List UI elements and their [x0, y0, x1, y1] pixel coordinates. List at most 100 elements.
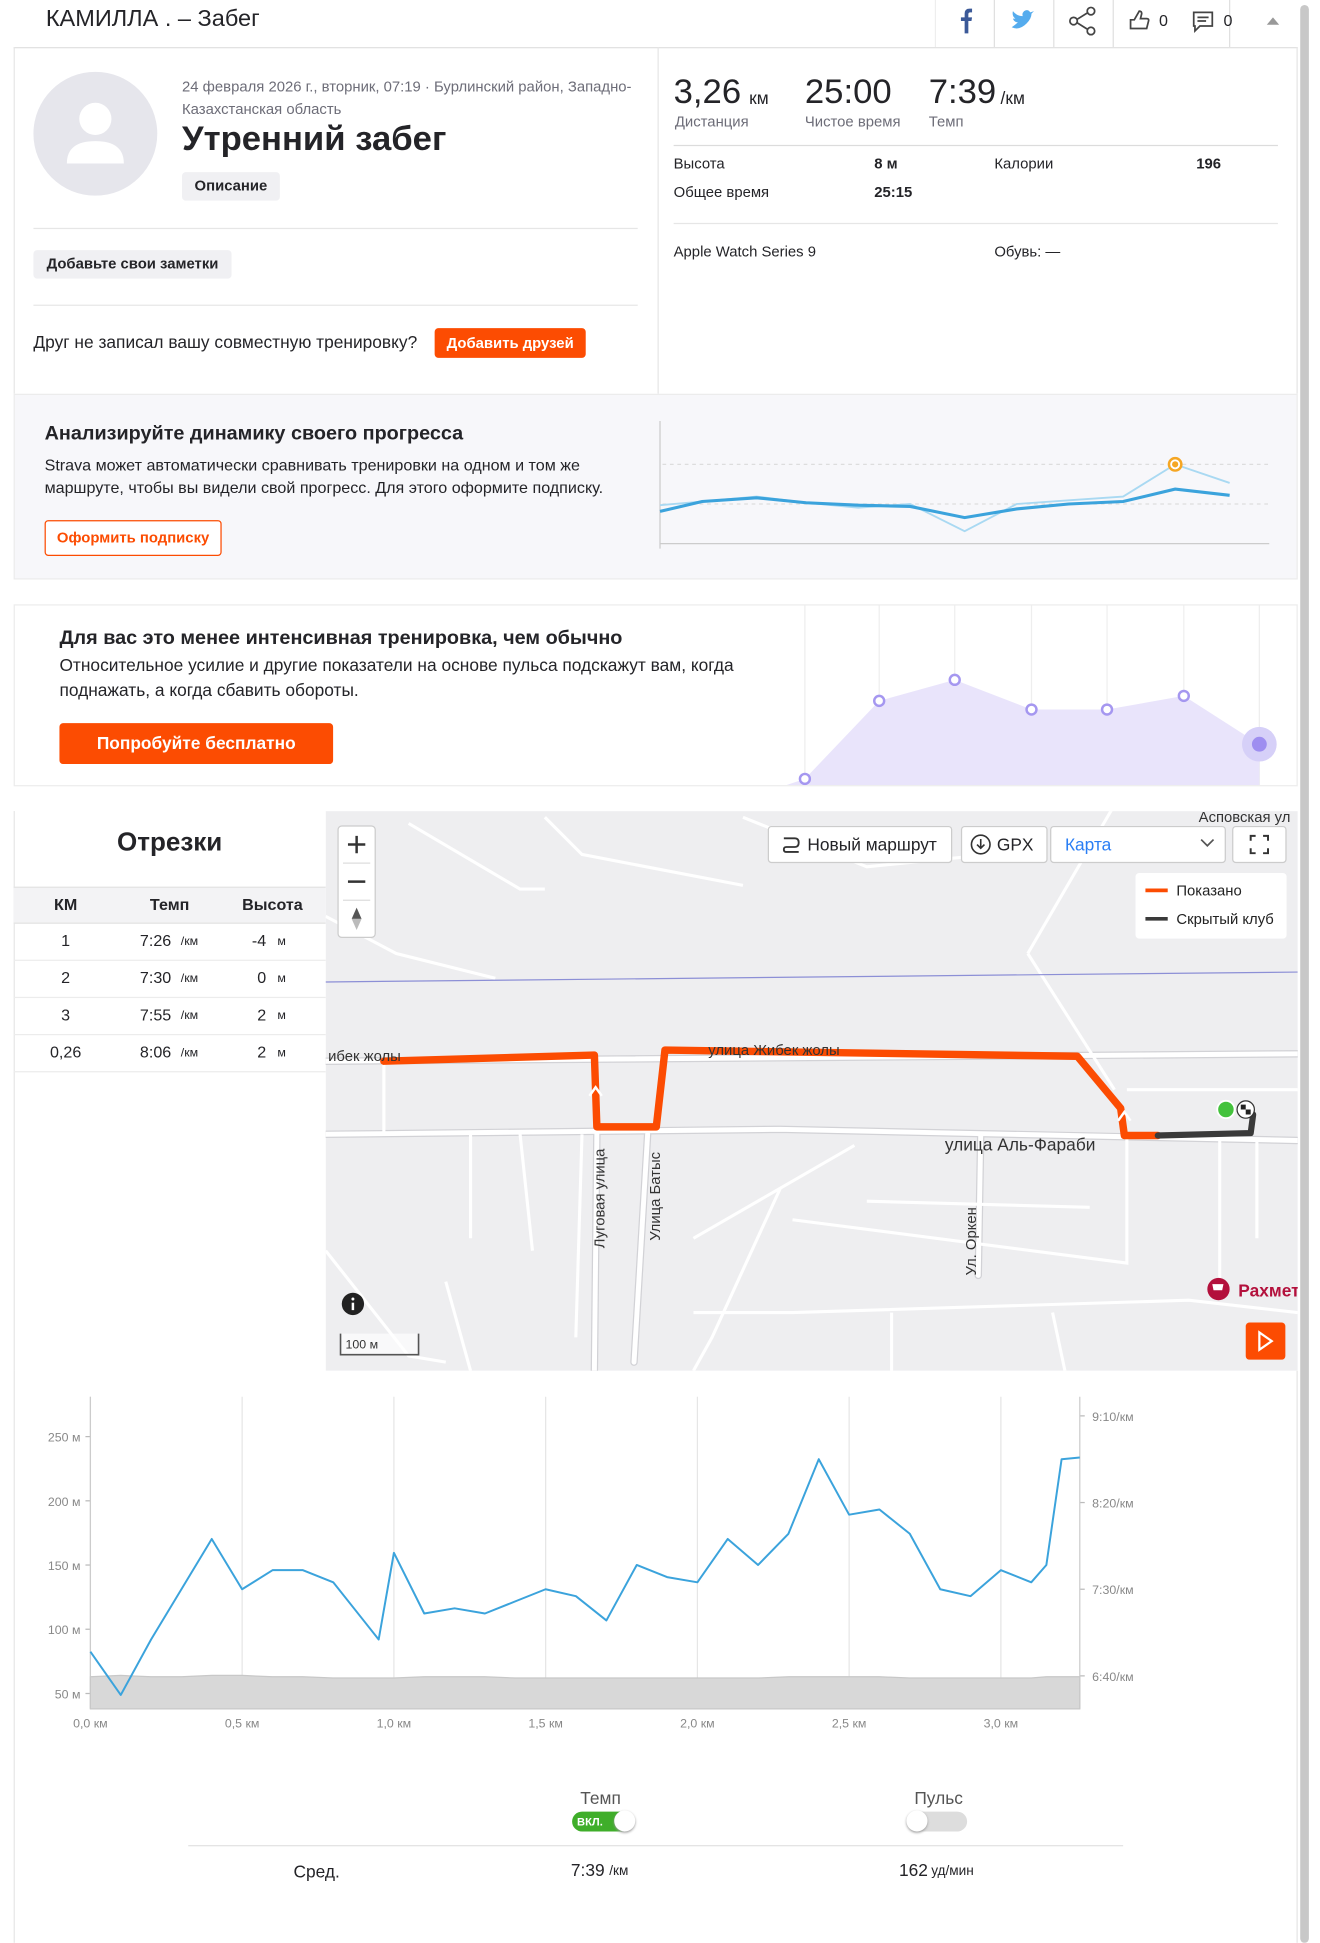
map-legend — [1135, 873, 1287, 939]
split-km: 1 — [61, 931, 71, 950]
friends-text: Друг не записал вашу совместную трениров… — [33, 331, 418, 352]
split-pace-unit: /км — [180, 1046, 199, 1060]
x-tick-label: 2,0 км — [680, 1716, 715, 1730]
split-km: 0,26 — [49, 1042, 82, 1062]
description-button[interactable]: Описание — [182, 172, 280, 201]
twitter-icon[interactable] — [1011, 10, 1034, 29]
y2-tick-label: 8:20/км — [1092, 1497, 1133, 1511]
map-type-select[interactable]: Карта — [1050, 825, 1226, 864]
shoes: Обувь: — — [994, 242, 1061, 261]
fullscreen-button[interactable] — [1232, 825, 1287, 864]
split-row-line — [13, 1071, 326, 1073]
stat-unit: /км — [1000, 87, 1025, 108]
split-elev-unit: м — [277, 934, 286, 949]
divider — [657, 47, 659, 394]
avg-hr: 162 — [899, 1859, 928, 1880]
scrollbar[interactable] — [1300, 4, 1309, 1943]
progress-illustration — [659, 421, 1270, 549]
split-elev: 2 — [257, 1005, 267, 1025]
y-tick-label: 200 м — [48, 1495, 81, 1509]
detail-label: Общее время — [673, 183, 770, 201]
divider — [673, 222, 1278, 225]
divider — [188, 1845, 1124, 1847]
promo-progress — [13, 393, 1298, 580]
promo-intensity — [13, 604, 1298, 787]
try-free-button[interactable]: Попробуйте бесплатно — [59, 723, 334, 765]
promo-title: Для вас это менее интенсивная тренировка… — [59, 627, 623, 649]
toggle-knob — [614, 1810, 636, 1832]
street-label: ибек жолы — [328, 1049, 401, 1065]
detail-label: Высота — [673, 154, 725, 173]
splits-title: Отрезки — [117, 828, 223, 857]
detail-label: Калории — [994, 154, 1054, 173]
split-elev: 2 — [257, 1042, 267, 1062]
y2-tick-label: 6:40/км — [1092, 1670, 1133, 1684]
route-shown — [380, 1046, 1162, 1140]
x-tick-label: 3,0 км — [984, 1716, 1019, 1730]
split-pace: 7:26 — [139, 931, 172, 950]
y-tick-label: 100 м — [48, 1623, 81, 1637]
avg-pace-unit: /км — [609, 1863, 629, 1879]
scale-label: 100 м — [345, 1338, 378, 1352]
split-pace: 8:06 — [139, 1042, 172, 1062]
x-tick-label: 1,5 км — [528, 1716, 563, 1730]
analysis-panel — [13, 1370, 1298, 1943]
y2-tick-label: 9:10/км — [1092, 1410, 1133, 1424]
split-elev-unit: м — [277, 972, 286, 986]
intensity-illustration — [786, 605, 1277, 786]
toggle-label: Темп — [580, 1788, 621, 1808]
activity-card — [13, 47, 1298, 394]
start-marker — [1216, 1099, 1236, 1120]
facebook-icon[interactable] — [960, 8, 973, 34]
split-row-line — [13, 996, 326, 999]
stat-label: Темп — [928, 112, 964, 131]
y-tick-label: 250 м — [48, 1431, 81, 1445]
divider — [33, 304, 638, 306]
toggle-label: Пульс — [914, 1788, 963, 1808]
pace-line — [89, 1456, 1080, 1696]
street-label: Луговая улица — [592, 1148, 608, 1248]
header-title: КАМИЛЛА . – Забег — [45, 6, 260, 33]
map[interactable]: ибек жолы улица Жибек жолы улица Аль-Фар… — [325, 811, 1298, 1371]
comment-count: 0 — [1223, 11, 1233, 30]
kudos-icon[interactable] — [1129, 10, 1150, 30]
street-label: Ул. Оркен — [964, 1207, 980, 1275]
splits-column: КМ — [54, 895, 78, 914]
split-elev-unit: м — [277, 1009, 286, 1023]
split-elev: 0 — [257, 968, 267, 987]
street-label: Асповская ул — [1199, 811, 1291, 826]
split-pace: 7:30 — [139, 968, 172, 987]
add-friends-button[interactable]: Добавить друзей — [434, 328, 586, 358]
promo-title: Анализируйте динамику своего прогресса — [44, 423, 464, 445]
activity-name: Утренний забег — [182, 118, 447, 158]
splits-header — [13, 886, 326, 924]
x-tick-label: 1,0 км — [377, 1716, 412, 1730]
collapse-caret[interactable] — [1266, 17, 1280, 25]
split-row-line — [13, 1033, 326, 1036]
gpx-button[interactable]: GPX — [960, 825, 1048, 864]
avg-hr-unit: уд/мин — [931, 1863, 974, 1879]
scale-bar — [339, 1333, 420, 1356]
route-icon — [782, 837, 800, 853]
subscribe-button[interactable]: Оформить подписку — [44, 520, 222, 556]
activity-date: 24 февраля 2026 г., вторник, 07:19 · Бур… — [182, 78, 632, 118]
share-icon[interactable] — [1069, 6, 1096, 36]
y-tick-label: 50 м — [55, 1687, 81, 1701]
avg-pace: 7:39 — [570, 1859, 605, 1880]
stat-label: Дистанция — [674, 112, 749, 131]
split-row-line — [13, 959, 326, 961]
flyover-button[interactable] — [1245, 1322, 1286, 1360]
poi-label[interactable]: Рахмет — [1238, 1281, 1297, 1301]
splits-column: Темп — [149, 895, 190, 914]
avg-label: Сред. — [293, 1861, 340, 1881]
x-tick-label: 2,5 км — [832, 1716, 867, 1730]
legend-label: Показано — [1176, 883, 1241, 899]
route-hidden — [1154, 1111, 1257, 1139]
download-icon — [970, 834, 991, 855]
notes-button[interactable]: Добавьте свои заметки — [33, 250, 232, 279]
comment-icon[interactable] — [1192, 11, 1214, 34]
y-tick-label: 150 м — [48, 1559, 81, 1573]
street-label: Улица Батыс — [648, 1151, 664, 1240]
split-km: 3 — [61, 1005, 71, 1025]
